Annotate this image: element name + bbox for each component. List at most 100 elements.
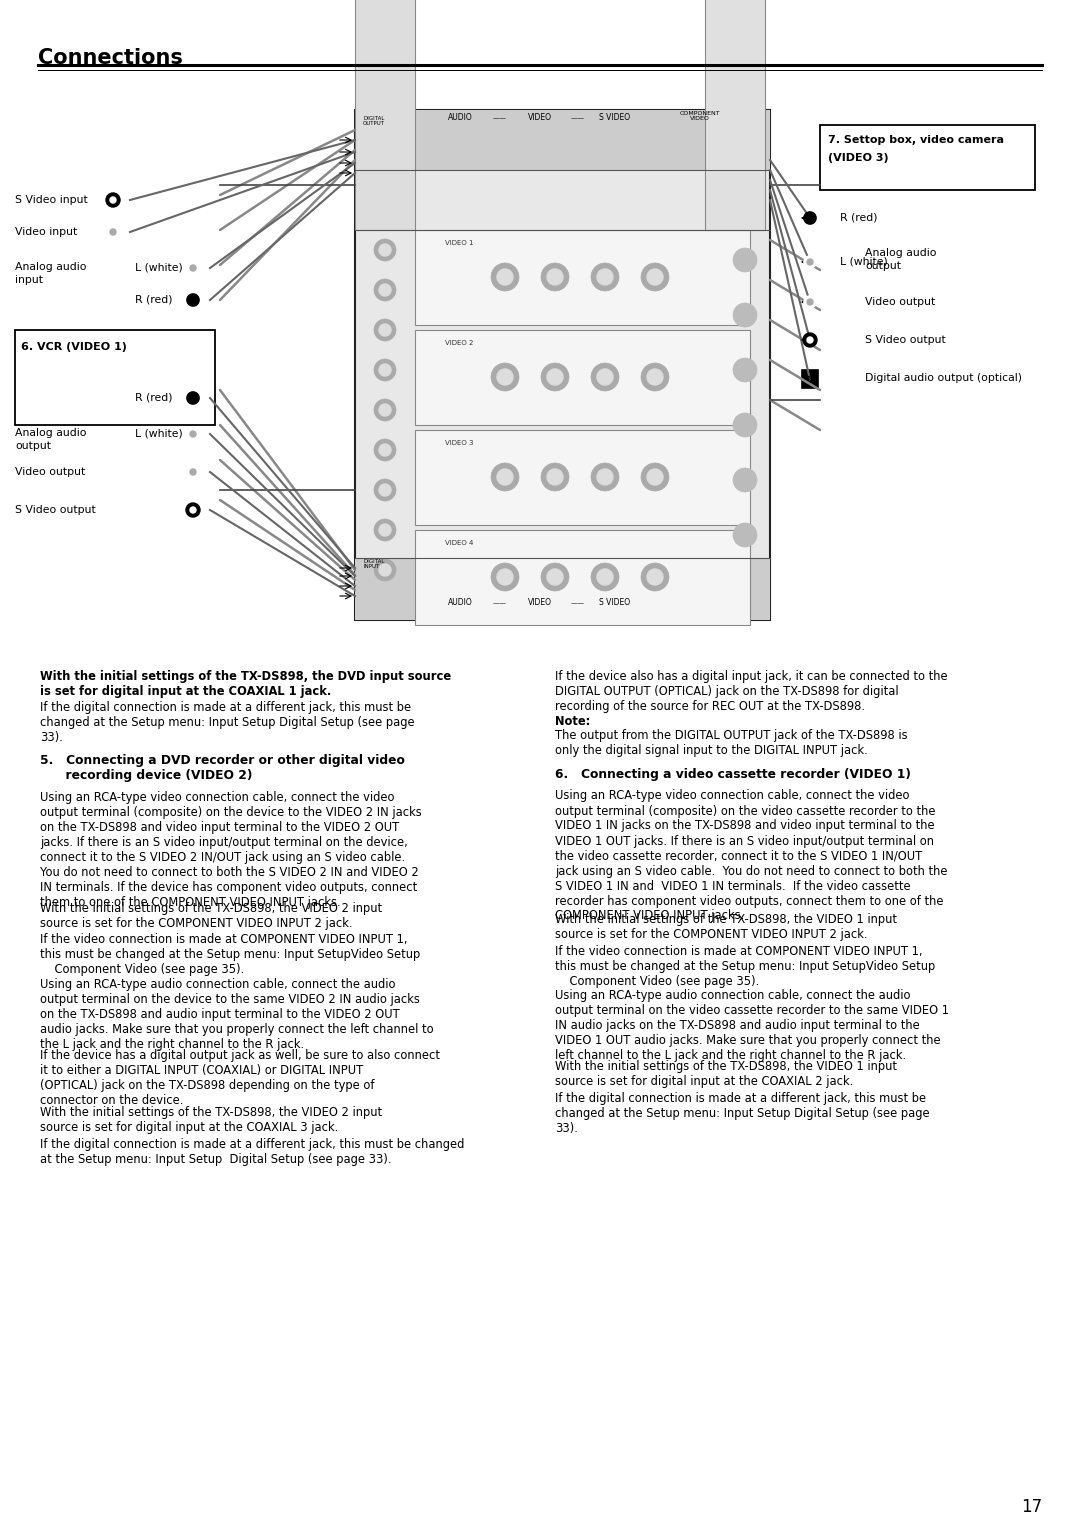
Circle shape (379, 445, 391, 455)
Circle shape (190, 431, 195, 437)
Text: Using an RCA-type video connection cable, connect the video
output terminal (com: Using an RCA-type video connection cable… (40, 792, 422, 909)
Circle shape (110, 197, 116, 203)
Circle shape (379, 324, 391, 336)
Circle shape (541, 364, 569, 391)
Text: VIDEO: VIDEO (528, 113, 552, 122)
Circle shape (733, 248, 757, 272)
Text: S Video input: S Video input (15, 196, 87, 205)
Text: R (red): R (red) (135, 393, 173, 403)
Circle shape (379, 284, 391, 296)
Circle shape (733, 468, 757, 492)
Circle shape (546, 269, 563, 286)
Circle shape (591, 562, 619, 591)
Text: ——: —— (571, 601, 585, 607)
Text: 17: 17 (1021, 1497, 1042, 1516)
Circle shape (597, 568, 613, 585)
Text: R (red): R (red) (840, 212, 877, 223)
Text: ——: —— (492, 601, 507, 607)
Circle shape (187, 393, 199, 403)
Bar (415, 530, 750, 625)
Text: input: input (15, 275, 43, 286)
Text: ——: —— (571, 115, 585, 121)
Text: ——: —— (492, 115, 507, 121)
Circle shape (733, 523, 757, 547)
Circle shape (597, 469, 613, 484)
Text: With the initial settings of the TX-DS898, the VIDEO 2 input
source is set for d: With the initial settings of the TX-DS89… (40, 1106, 382, 1134)
Circle shape (374, 238, 396, 261)
Text: Using an RCA-type audio connection cable, connect the audio
output terminal on t: Using an RCA-type audio connection cable… (40, 978, 434, 1051)
Text: Video output: Video output (865, 296, 935, 307)
Bar (15, 330, 215, 425)
Circle shape (647, 469, 663, 484)
Bar (802, 370, 818, 388)
Circle shape (647, 269, 663, 286)
Text: DIGITAL
OUTPUT: DIGITAL OUTPUT (363, 116, 384, 125)
Circle shape (647, 568, 663, 585)
Text: If the digital connection is made at a different jack, this must be
changed at t: If the digital connection is made at a d… (40, 701, 415, 744)
Text: AUDIO: AUDIO (447, 113, 472, 122)
Circle shape (190, 264, 195, 270)
Circle shape (491, 562, 519, 591)
Circle shape (374, 439, 396, 461)
Text: Analog audio: Analog audio (15, 261, 86, 272)
Circle shape (497, 568, 513, 585)
Text: With the initial settings of the TX-DS898, the VIDEO 1 input
source is set for t: With the initial settings of the TX-DS89… (555, 914, 897, 941)
Circle shape (642, 263, 669, 290)
Circle shape (642, 463, 669, 490)
Text: S VIDEO: S VIDEO (599, 113, 631, 122)
Text: Video input: Video input (15, 228, 78, 237)
Circle shape (541, 263, 569, 290)
Bar (355, 0, 415, 231)
Text: Using an RCA-type video connection cable, connect the video
output terminal (com: Using an RCA-type video connection cable… (555, 790, 947, 923)
Text: With the initial settings of the TX-DS898, the DVD input source
is set for digit: With the initial settings of the TX-DS89… (40, 669, 451, 698)
Bar (820, 125, 1035, 189)
Circle shape (491, 364, 519, 391)
Circle shape (804, 212, 816, 225)
Circle shape (733, 303, 757, 327)
Circle shape (110, 229, 116, 235)
Text: L (white): L (white) (135, 429, 183, 439)
Text: With the initial settings of the TX-DS898, the VIDEO 1 input
source is set for d: With the initial settings of the TX-DS89… (555, 1060, 897, 1088)
Text: AUDIO: AUDIO (447, 597, 472, 607)
Circle shape (379, 564, 391, 576)
Text: If the video connection is made at COMPONENT VIDEO INPUT 1,
this must be changed: If the video connection is made at COMPO… (40, 934, 420, 976)
Circle shape (591, 463, 619, 490)
Bar (415, 429, 750, 526)
Circle shape (807, 299, 813, 306)
Text: If the digital connection is made at a different jack, this must be changed
at t: If the digital connection is made at a d… (40, 1138, 464, 1166)
Text: VIDEO 3: VIDEO 3 (445, 440, 473, 446)
Circle shape (591, 364, 619, 391)
Text: If the device has a digital output jack as well, be sure to also connect
it to e: If the device has a digital output jack … (40, 1048, 440, 1106)
Circle shape (186, 503, 200, 516)
Circle shape (187, 428, 199, 440)
Circle shape (597, 368, 613, 385)
Bar (355, 110, 770, 170)
Circle shape (807, 338, 813, 342)
Text: Analog audio: Analog audio (15, 428, 86, 439)
Text: If the video connection is made at COMPONENT VIDEO INPUT 1,
this must be changed: If the video connection is made at COMPO… (555, 944, 935, 987)
Bar (415, 330, 750, 425)
Circle shape (187, 466, 199, 478)
Text: COMPONENT
VIDEO: COMPONENT VIDEO (679, 110, 720, 121)
Text: 6. VCR (VIDEO 1): 6. VCR (VIDEO 1) (21, 342, 126, 351)
Circle shape (379, 484, 391, 497)
Text: S Video output: S Video output (15, 504, 96, 515)
Bar (705, 0, 765, 231)
Circle shape (187, 261, 199, 274)
Circle shape (374, 478, 396, 501)
Circle shape (647, 368, 663, 385)
Text: If the device also has a digital input jack, it can be connected to the
DIGITAL : If the device also has a digital input j… (555, 669, 947, 714)
Circle shape (597, 269, 613, 286)
Text: Video output: Video output (15, 468, 85, 477)
Circle shape (546, 368, 563, 385)
Text: Digital audio output (optical): Digital audio output (optical) (865, 373, 1022, 384)
Circle shape (733, 358, 757, 382)
Circle shape (374, 319, 396, 341)
Text: VIDEO 1: VIDEO 1 (445, 240, 473, 246)
Circle shape (591, 263, 619, 290)
Circle shape (497, 368, 513, 385)
Circle shape (642, 562, 669, 591)
Text: output: output (15, 442, 51, 451)
Bar (415, 231, 750, 325)
Text: Analog audio: Analog audio (865, 248, 936, 258)
